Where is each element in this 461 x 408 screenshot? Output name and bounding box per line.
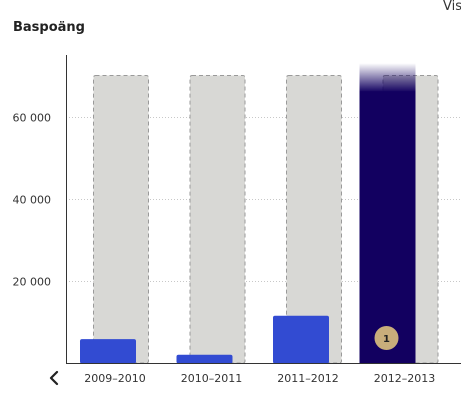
badge-circle: [374, 326, 399, 350]
data-bar-selected-fade: [359, 63, 416, 93]
data-bar-selected: [359, 91, 416, 364]
data-bar: [176, 354, 233, 364]
data-bar: [80, 339, 136, 364]
x-category-label: 2009–2010: [84, 372, 146, 385]
y-axis-title: Baspoäng: [13, 20, 85, 35]
y-tick-label: 60 000: [13, 112, 52, 125]
background-bar: [189, 75, 246, 364]
badge-label: 1: [383, 334, 390, 345]
data-bar: [273, 315, 329, 364]
y-tick-label: 20 000: [13, 276, 52, 289]
chevron-left-icon[interactable]: [44, 366, 64, 390]
y-tick-label: 40 000: [13, 194, 52, 207]
vis-link[interactable]: Vis: [443, 0, 461, 14]
background-bar: [93, 75, 149, 364]
x-category-label: 2012–2013: [374, 372, 436, 385]
x-category-label: 2010–2011: [181, 372, 243, 385]
x-category-label: 2011–2012: [277, 372, 339, 385]
